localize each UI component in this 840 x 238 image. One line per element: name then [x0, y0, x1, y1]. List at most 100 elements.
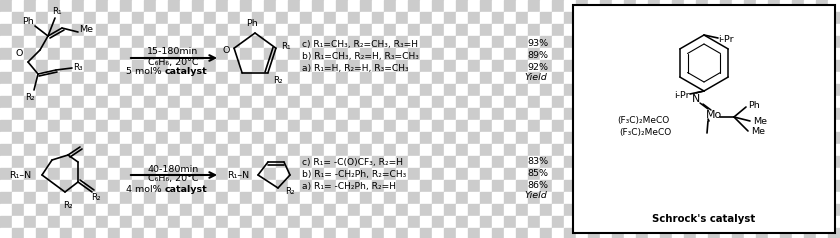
Bar	[612, 12, 624, 24]
Bar	[180, 96, 192, 108]
Bar	[480, 216, 492, 228]
Bar	[744, 36, 756, 48]
Bar	[684, 36, 696, 48]
Bar	[264, 48, 276, 60]
Bar	[756, 228, 768, 238]
Bar	[432, 12, 444, 24]
Bar	[504, 168, 516, 180]
Bar	[552, 108, 564, 120]
Bar	[576, 180, 588, 192]
Bar	[744, 204, 756, 216]
Text: 85%: 85%	[528, 169, 549, 178]
Bar	[468, 24, 480, 36]
Bar	[288, 156, 300, 168]
Bar	[444, 216, 456, 228]
Bar	[672, 48, 684, 60]
Bar	[744, 168, 756, 180]
Bar	[72, 0, 84, 12]
Bar	[324, 48, 336, 60]
Bar	[432, 24, 444, 36]
Bar	[612, 204, 624, 216]
Bar	[108, 216, 120, 228]
Bar	[48, 36, 60, 48]
Bar	[588, 0, 600, 12]
Bar	[492, 180, 504, 192]
Bar	[312, 228, 324, 238]
Bar	[0, 24, 12, 36]
Bar	[420, 192, 432, 204]
Bar	[324, 84, 336, 96]
Bar	[24, 168, 36, 180]
Bar	[264, 180, 276, 192]
Bar	[96, 72, 108, 84]
Bar	[288, 60, 300, 72]
Bar	[72, 168, 84, 180]
Bar	[144, 216, 156, 228]
Bar	[468, 144, 480, 156]
Bar	[468, 72, 480, 84]
Bar	[516, 168, 528, 180]
Bar	[804, 12, 816, 24]
Bar	[396, 60, 408, 72]
Bar	[96, 180, 108, 192]
Bar	[408, 120, 420, 132]
Bar	[828, 72, 840, 84]
Bar	[228, 60, 240, 72]
Bar	[348, 156, 360, 168]
Bar	[372, 84, 384, 96]
Bar	[684, 156, 696, 168]
Bar	[300, 132, 312, 144]
Bar	[708, 132, 720, 144]
Bar	[36, 156, 48, 168]
Bar	[372, 144, 384, 156]
Bar	[828, 144, 840, 156]
Bar	[768, 132, 780, 144]
Bar	[504, 192, 516, 204]
Bar	[180, 72, 192, 84]
Bar	[36, 72, 48, 84]
Bar	[192, 120, 204, 132]
Bar	[432, 132, 444, 144]
Bar	[12, 144, 24, 156]
Bar	[384, 228, 396, 238]
Bar	[720, 48, 732, 60]
Bar	[828, 36, 840, 48]
Text: N: N	[692, 94, 700, 104]
Bar	[204, 228, 216, 238]
Bar	[312, 36, 324, 48]
Bar	[528, 156, 540, 168]
Bar	[108, 120, 120, 132]
Bar	[504, 48, 516, 60]
Bar	[108, 132, 120, 144]
Bar	[108, 60, 120, 72]
Text: Mo: Mo	[706, 110, 722, 120]
Bar	[0, 60, 12, 72]
Bar	[72, 24, 84, 36]
Bar	[516, 132, 528, 144]
Bar	[588, 36, 600, 48]
Bar	[696, 48, 708, 60]
Bar	[120, 156, 132, 168]
Bar	[432, 192, 444, 204]
Bar	[108, 156, 120, 168]
Bar	[816, 24, 828, 36]
Bar	[612, 72, 624, 84]
Bar	[648, 36, 660, 48]
Bar	[468, 168, 480, 180]
Bar	[456, 168, 468, 180]
Text: (F₃C)₂MeCO: (F₃C)₂MeCO	[620, 129, 672, 138]
Bar	[312, 144, 324, 156]
Bar	[420, 60, 432, 72]
Bar	[456, 84, 468, 96]
Bar	[228, 24, 240, 36]
Bar	[0, 144, 12, 156]
Bar	[624, 192, 636, 204]
Bar	[84, 156, 96, 168]
Text: 89%: 89%	[528, 51, 549, 60]
Bar	[648, 0, 660, 12]
Bar	[348, 132, 360, 144]
Bar	[408, 84, 420, 96]
Bar	[228, 12, 240, 24]
Bar	[756, 12, 768, 24]
Bar	[276, 60, 288, 72]
